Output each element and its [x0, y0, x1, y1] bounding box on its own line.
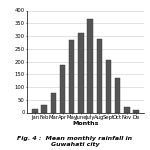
Bar	[78, 33, 84, 112]
Bar	[51, 93, 56, 112]
Bar	[124, 107, 129, 112]
X-axis label: Months: Months	[72, 121, 99, 126]
Bar	[60, 65, 65, 112]
Bar	[96, 39, 102, 112]
Bar	[32, 109, 38, 112]
Bar	[106, 60, 111, 112]
Bar	[133, 110, 139, 112]
Text: Fig. 4 :  Mean monthly rainfall in Guwahati city: Fig. 4 : Mean monthly rainfall in Guwaha…	[17, 136, 133, 147]
Bar	[69, 40, 75, 112]
Bar	[42, 105, 47, 112]
Bar	[115, 78, 120, 112]
Bar	[87, 20, 93, 112]
